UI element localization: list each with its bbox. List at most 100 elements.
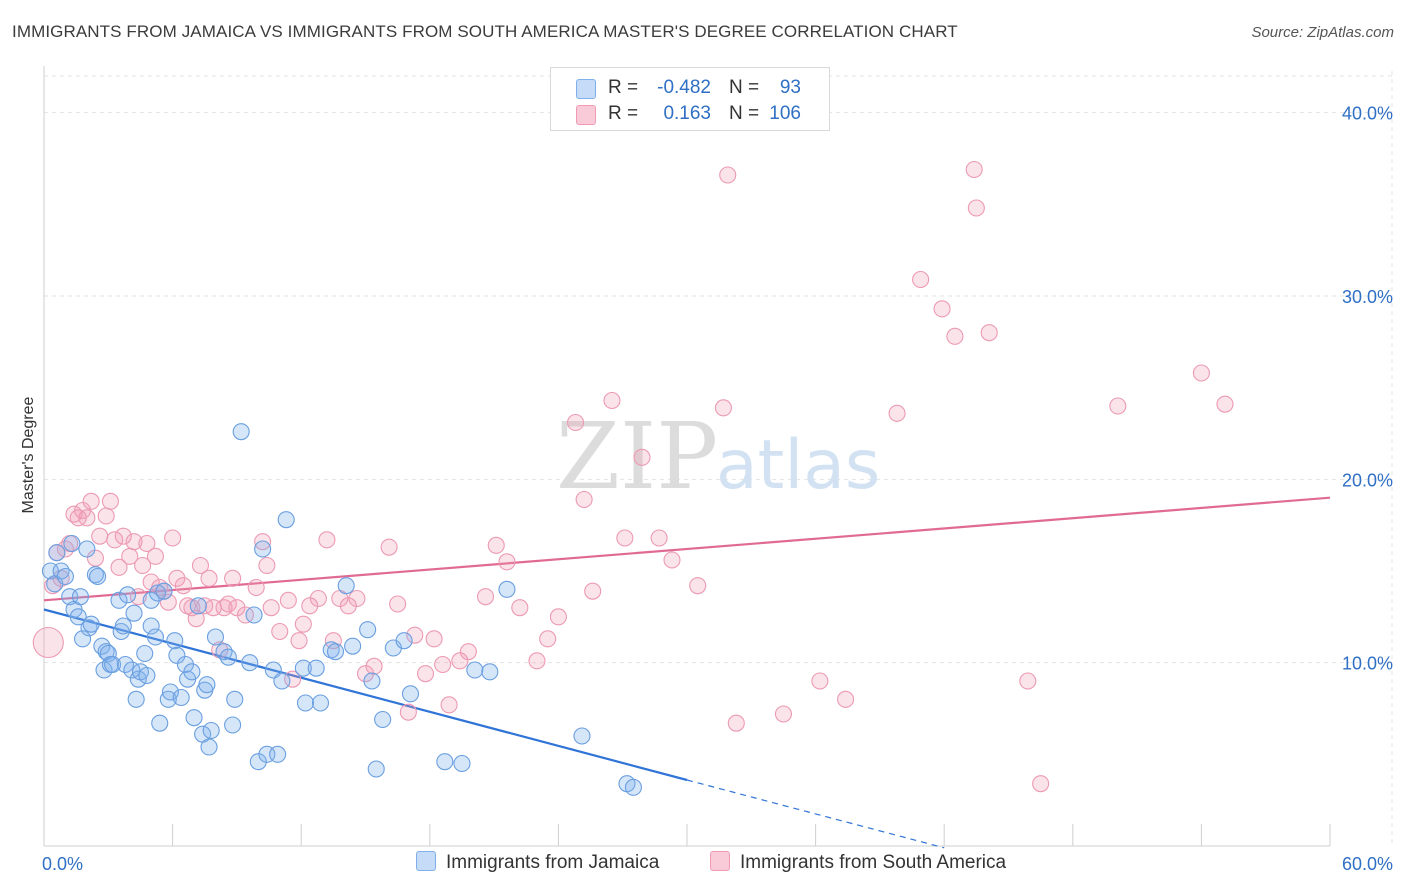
y-tick-label: 30.0% [1342,287,1393,307]
data-point [142,573,160,591]
data-point [273,672,291,690]
data-point [395,632,413,650]
bottom-legend-south-america: Immigrants from South America [710,851,1006,874]
data-point [1019,672,1037,690]
data-point [566,413,585,432]
data-point [774,705,793,723]
data-point [311,694,330,712]
data-point [146,628,165,646]
data-point [146,547,165,565]
data-point [138,666,156,685]
data-point [149,584,167,602]
data-point [104,655,122,674]
trend-line-jamaica-extrapolated [686,779,945,849]
data-point [254,540,272,558]
data-point [228,599,246,617]
data-point [161,683,180,701]
data-point [125,604,143,622]
data-point [89,567,107,586]
data-point [232,423,250,441]
data-point [528,652,546,670]
data-point [127,690,145,708]
x-tick-label-min: 0.0% [42,854,83,874]
data-point [436,753,454,771]
legend-r-label: R = [608,103,639,124]
data-point [967,199,985,217]
data-point [119,586,137,604]
data-point [247,578,265,597]
legend-n-label: N = [729,77,760,98]
data-point [453,754,471,773]
data-point [236,606,255,624]
tick-labels: 10.0% 20.0% 30.0% 40.0% 0.0% 60.0% [42,104,1393,874]
data-point [425,630,443,648]
data-point [110,591,128,609]
data-point [326,643,345,661]
data-point [837,690,855,708]
data-point [451,652,469,670]
trend-line-south-america [43,496,1331,602]
data-point [348,589,366,608]
x-tick-label-max: 60.0% [1342,854,1393,874]
series-jamaica-points [41,423,642,796]
data-point [129,588,147,606]
data-point [459,643,477,661]
legend-row-jamaica: R = -0.482 N = 93 [551,75,829,101]
data-point [912,270,930,289]
data-point [106,531,124,549]
bottom-legend-label-jamaica: Immigrants from Jamaica [446,852,660,873]
source-label: Source: ZipAtlas.com [1251,24,1394,41]
data-point [172,688,190,707]
data-point [616,529,634,547]
bottom-legend-swatch-jamaica [416,851,436,871]
data-point [63,534,81,553]
watermark-atlas: atlas [716,426,880,505]
data-point [219,595,237,613]
data-point [1109,397,1127,415]
data-point [114,527,132,545]
data-point [185,709,203,727]
data-point [1216,395,1234,413]
correlation-legend: R = -0.482 N = 93 R = 0.163 N = 106 [550,67,830,131]
data-point [78,540,96,558]
data-point [183,663,201,681]
data-point [498,580,516,598]
data-point [946,327,964,345]
data-point [344,637,362,655]
data-point [624,778,642,796]
data-point [1032,775,1050,793]
data-point [406,626,424,644]
data-point [123,661,141,679]
data-point [476,588,495,606]
data-point [74,630,92,648]
legend-row-south-america: R = 0.163 N = 106 [551,101,829,127]
data-point [99,644,117,663]
data-point [155,582,173,600]
data-point [663,551,681,569]
data-point [32,626,64,659]
data-point [164,529,182,547]
data-point [359,621,377,639]
data-point [196,597,214,615]
data-point [271,622,289,641]
data-point [138,534,156,553]
data-point [389,595,407,613]
data-point [434,655,452,674]
y-tick-label: 40.0% [1342,104,1393,124]
data-point [71,588,89,606]
data-point [888,404,906,422]
data-point [603,391,621,410]
data-point [189,597,207,615]
data-point [965,160,983,179]
data-point [1192,364,1210,382]
data-point [166,632,184,650]
data-point [277,511,295,529]
data-point [294,615,312,633]
data-point [573,727,591,745]
y-axis-label: Master's Degree [20,396,37,513]
data-point [933,300,951,318]
data-point [539,630,557,648]
data-point [714,399,732,417]
legend-n-value: 106 [769,103,801,124]
